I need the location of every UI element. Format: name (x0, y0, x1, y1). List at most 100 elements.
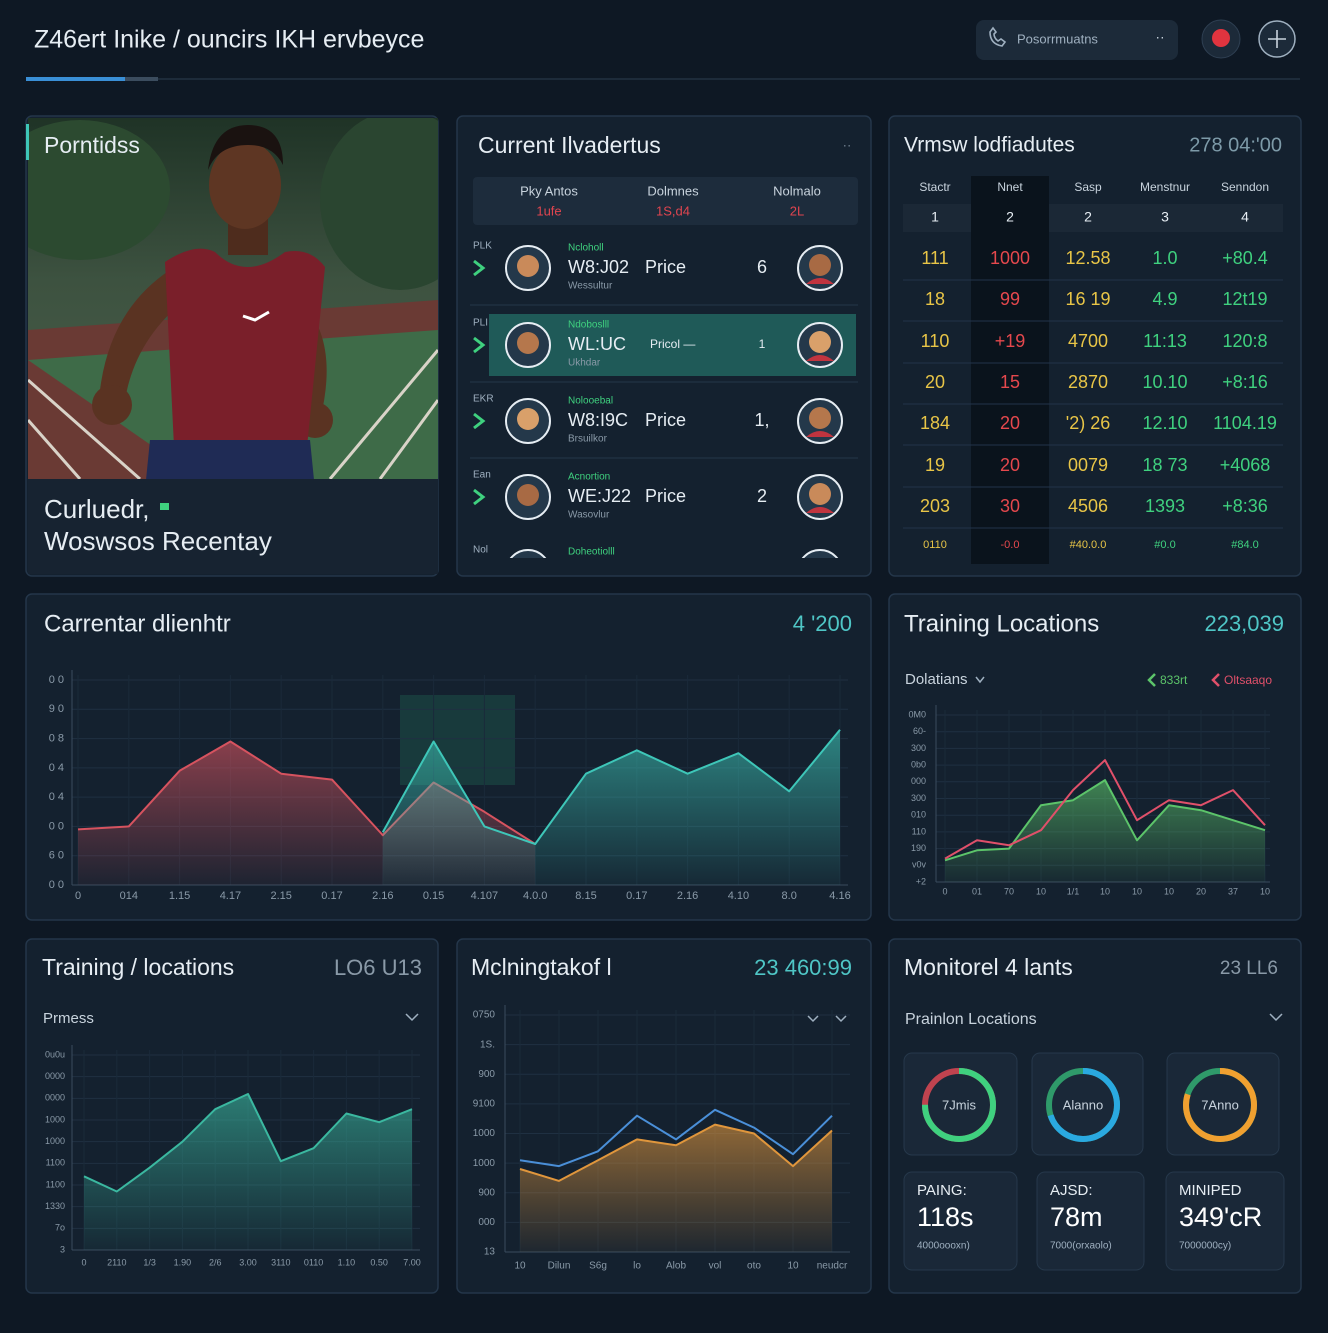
y-tick-label: 1100 (46, 1158, 65, 1168)
stat-cell: 30 (1000, 496, 1020, 516)
logo (242, 310, 270, 322)
stat-label: AJSD: (1050, 1182, 1093, 1199)
row-chevron (473, 488, 486, 506)
stat-cell: 4506 (1068, 496, 1108, 516)
stat-cell: +4068 (1220, 455, 1271, 475)
stat-cell: 12.58 (1065, 248, 1110, 268)
profile-caption: Woswsos Recentay (44, 526, 272, 556)
ring-label: 7Jmis (942, 1097, 976, 1112)
x-tick-label: 0 (81, 1257, 86, 1267)
x-tick-label: 01 (972, 886, 982, 896)
x-tick-label: 10 (787, 1261, 799, 1272)
avatar-face (517, 484, 539, 506)
shorts (146, 440, 314, 479)
ring-arc (1046, 1068, 1120, 1142)
chart-title: Carrentar dlienhtr (44, 610, 231, 637)
x-tick-label: 1.10 (338, 1257, 356, 1267)
stat-cell: #40.0.0 (1070, 539, 1107, 551)
app-title: Z46ert Inike / ouncirs IKH ervbeyce (34, 26, 424, 54)
stat-cell: 11:13 (1143, 331, 1187, 351)
stat-cell: 4.9 (1152, 289, 1177, 309)
row-tag: EKR (473, 394, 494, 405)
dropdown-label[interactable]: Prmess (43, 1010, 94, 1027)
area-fill (382, 729, 840, 885)
row-team: Ncloholl (568, 243, 604, 254)
stat-cell: +80.4 (1222, 248, 1268, 268)
athlete-photo (28, 118, 438, 479)
y-tick-label: +2 (916, 876, 926, 886)
y-tick-label: 900 (478, 1187, 495, 1198)
x-tick-label: S6g (589, 1261, 607, 1272)
panel-value: 278 04:'00 (1189, 134, 1282, 156)
row-team: Ndoboslll (568, 320, 609, 331)
column-number: 2 (1084, 209, 1092, 225)
y-tick-label: 1000 (45, 1114, 65, 1124)
column-value: 2L (790, 203, 804, 218)
avatar-face (517, 255, 539, 277)
dropdown-caret[interactable] (807, 1015, 847, 1023)
panel-menu[interactable]: ·· (843, 137, 852, 152)
search-more[interactable]: ·· (1155, 29, 1164, 45)
lane-lines (28, 349, 438, 479)
panel-value: 23 LL6 (1220, 958, 1278, 979)
dropdown-label[interactable]: Dolatians (905, 671, 968, 688)
x-tick-label: 0.17 (321, 890, 342, 902)
x-tick-label: 10 (1132, 886, 1142, 896)
stat-cell: 1393 (1145, 496, 1185, 516)
search-box[interactable] (976, 20, 1178, 60)
stat-cell: 2870 (1068, 372, 1108, 392)
stat-cell: 20 (925, 372, 945, 392)
y-tick-label: 110 (912, 826, 926, 836)
stat-cell: 18 (925, 289, 945, 309)
alert-dot (1212, 29, 1230, 47)
avatar-face (809, 254, 831, 276)
row-chevron (473, 412, 486, 430)
y-tick-label: 300 (911, 743, 926, 753)
head (209, 141, 281, 229)
row-sub: Wessultur (568, 281, 613, 292)
stat-cell: #0.0 (1154, 539, 1175, 551)
row-label: Price (645, 257, 686, 277)
fist (92, 385, 132, 425)
stat-card (1165, 1171, 1285, 1271)
x-tick-label: 70 (1004, 886, 1014, 896)
y-tick-label: 9100 (473, 1099, 496, 1110)
x-tick-label: 37 (1228, 886, 1238, 896)
stat-cell: 1000 (990, 248, 1030, 268)
x-tick-label: 014 (120, 890, 138, 902)
y-tick-label: 190 (911, 843, 926, 853)
x-tick-label: 10 (1260, 886, 1270, 896)
dropdown-label[interactable]: Prainlon Locations (905, 1011, 1037, 1028)
avatar-shirt (806, 431, 834, 437)
stat-card (903, 1171, 1018, 1271)
row-label: Pricol — (650, 337, 695, 351)
x-tick-label: 0110 (304, 1257, 323, 1267)
row-team: Acnortion (568, 472, 610, 483)
y-tick-label: 3 (60, 1244, 65, 1254)
chart-title: Mclningtakof l (471, 954, 612, 980)
dropdown-caret[interactable] (975, 676, 985, 684)
row-tag: Nol (473, 545, 488, 556)
x-tick-label: 1.15 (169, 890, 190, 902)
column-header: Dolmnes (647, 183, 699, 198)
series-line (381, 729, 841, 845)
legend-label: Oltsaaqo (1224, 673, 1272, 687)
chart-title: Training / locations (42, 954, 234, 980)
y-tick-label: 0 0 (49, 674, 64, 686)
y-tick-label: 60- (913, 726, 926, 736)
dropdown-caret[interactable] (1269, 1013, 1283, 1022)
stat-cell: 1104.19 (1213, 413, 1277, 433)
profile-caption: Curluedr, (44, 494, 150, 524)
column-value: 1ufe (536, 203, 561, 218)
stat-sub: 7000(orxaolo) (1050, 1241, 1112, 1252)
dropdown-caret[interactable] (405, 1013, 419, 1022)
y-tick-label: 13 (484, 1247, 496, 1258)
stat-cell: +19 (995, 331, 1026, 351)
stat-cell: 184 (920, 413, 950, 433)
legend-marker (1147, 673, 1156, 687)
avatar (509, 549, 547, 558)
x-tick-label: Dilun (548, 1261, 571, 1272)
column-number: 3 (1161, 209, 1169, 225)
